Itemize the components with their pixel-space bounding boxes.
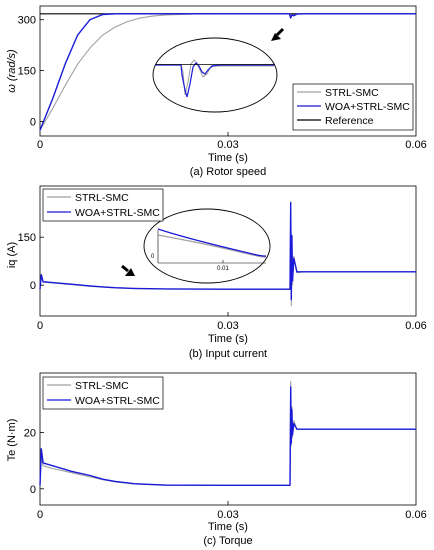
legend-label: WOA+STRL-SMC xyxy=(75,207,160,219)
legend: STRL-SMC WOA+STRL-SMC Reference xyxy=(292,83,414,131)
y-tick-label: 300 xyxy=(18,15,36,27)
series-layer xyxy=(39,201,416,307)
series-layer xyxy=(39,380,416,486)
x-axis-label: Time (s) xyxy=(208,152,248,164)
x-tick-label: 0 xyxy=(37,139,43,151)
y-axis-label: Te (N·m) xyxy=(6,419,18,462)
annotation-arrow-icon xyxy=(121,264,135,276)
x-tick-label: 0 xyxy=(37,509,43,521)
y-tick-label: 20 xyxy=(24,428,36,440)
legend-label: Reference xyxy=(325,115,374,127)
x-tick-label: 0.06 xyxy=(405,320,426,332)
panel-rotor-speed: 300 150 0 0 0.03 0.06 Time (s) (a) Rotor… xyxy=(6,5,427,178)
x-axis-label: Time (s) xyxy=(208,521,248,533)
legend-label: STRL-SMC xyxy=(75,192,129,204)
x-tick-label: 0.03 xyxy=(217,320,238,332)
axis-ticks xyxy=(40,236,229,316)
y-tick-label: 0 xyxy=(30,484,36,496)
inset-tick-label: 0 xyxy=(151,254,155,260)
zoom-inset: 0 0.01 xyxy=(143,208,271,284)
x-tick-label: 0.06 xyxy=(405,139,426,151)
panel-torque: 20 0 0 0.03 0.06 Time (s) (c) Torque Te … xyxy=(6,372,427,547)
y-axis-label: ω (rad/s) xyxy=(6,49,18,93)
y-axis-label: iq (A) xyxy=(6,242,18,268)
series-layer xyxy=(39,13,416,131)
y-tick-label: 150 xyxy=(18,66,36,78)
series-line-woa-strl-smc xyxy=(39,201,416,301)
x-axis-label: Time (s) xyxy=(208,333,248,345)
legend: STRL-SMC WOA+STRL-SMC xyxy=(42,188,164,222)
panel-input-current: 150 0 0 0.03 0.06 Time (s) (b) Input cur… xyxy=(6,185,427,360)
inset-tick-label: 0.01 xyxy=(217,266,229,272)
x-tick-label: 0.06 xyxy=(405,509,426,521)
x-tick-label: 0.03 xyxy=(217,509,238,521)
y-tick-label: 0 xyxy=(30,116,36,128)
legend-label: WOA+STRL-SMC xyxy=(75,395,160,407)
legend: STRL-SMC WOA+STRL-SMC xyxy=(42,376,164,410)
legend-label: STRL-SMC xyxy=(325,87,379,99)
axis-ticks xyxy=(40,432,229,505)
y-tick-label: 150 xyxy=(18,232,36,244)
x-tick-label: 0.03 xyxy=(217,139,238,151)
panel-caption: (c) Torque xyxy=(203,535,252,547)
axis-ticks xyxy=(40,19,229,136)
series-line-woa-strl-smc xyxy=(39,386,416,486)
legend-label: WOA+STRL-SMC xyxy=(325,101,410,113)
series-line-woa-strl-smc xyxy=(39,13,416,131)
x-tick-label: 0 xyxy=(37,320,43,332)
annotation-arrow-icon xyxy=(271,27,285,41)
zoom-inset xyxy=(152,37,278,113)
legend-label: STRL-SMC xyxy=(75,380,129,392)
panel-caption: (a) Rotor speed xyxy=(190,166,266,178)
y-tick-label: 0 xyxy=(30,280,36,292)
panel-caption: (b) Input current xyxy=(189,348,267,360)
